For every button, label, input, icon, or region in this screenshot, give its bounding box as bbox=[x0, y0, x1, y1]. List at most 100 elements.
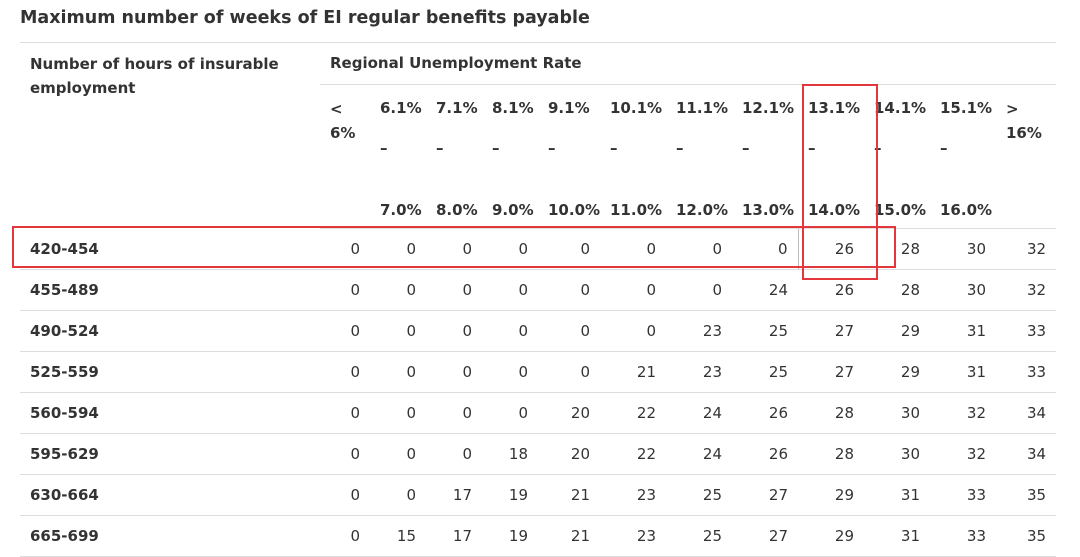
table-row: 595-629 0 0 0 18 20 22 24 26 28 30 32 34 bbox=[20, 433, 1057, 475]
weeks-cell: 0 bbox=[370, 269, 426, 311]
weeks-cell: 31 bbox=[930, 351, 996, 393]
weeks-cell: 18 bbox=[482, 433, 538, 475]
weeks-cell: 23 bbox=[600, 515, 666, 557]
weeks-cell: 32 bbox=[996, 269, 1057, 311]
weeks-cell: 26 bbox=[798, 228, 864, 270]
range-dash: – bbox=[808, 139, 816, 157]
range-high: 11.0% bbox=[610, 201, 663, 219]
column-header: 8.1% – 9.0% bbox=[482, 84, 538, 229]
weeks-cell: 23 bbox=[600, 474, 666, 516]
weeks-cell: 22 bbox=[600, 433, 666, 475]
range-dash: – bbox=[380, 139, 388, 157]
weeks-cell: 28 bbox=[798, 433, 864, 475]
range-low: 8.1% bbox=[492, 99, 534, 117]
column-header: 14.1% – 15.0% bbox=[864, 84, 930, 229]
weeks-cell: 0 bbox=[370, 351, 426, 393]
weeks-cell: 29 bbox=[864, 310, 930, 352]
weeks-cell: 25 bbox=[732, 351, 798, 393]
weeks-cell: 27 bbox=[732, 515, 798, 557]
row-header-label: Number of hours of insurable employment bbox=[20, 42, 320, 229]
column-header: <6% bbox=[320, 84, 370, 229]
weeks-cell: 28 bbox=[798, 392, 864, 434]
weeks-cell: 34 bbox=[996, 433, 1057, 475]
weeks-cell: 21 bbox=[538, 515, 600, 557]
weeks-cell: 0 bbox=[426, 269, 482, 311]
weeks-cell: 0 bbox=[538, 351, 600, 393]
hours-range-cell: 525-559 bbox=[20, 351, 320, 393]
weeks-cell: 32 bbox=[930, 433, 996, 475]
weeks-cell: 0 bbox=[370, 310, 426, 352]
weeks-cell: 33 bbox=[930, 474, 996, 516]
range-low: 15.1% bbox=[940, 99, 993, 117]
weeks-cell: 31 bbox=[864, 515, 930, 557]
range-dash: – bbox=[940, 139, 948, 157]
column-header: 11.1% – 12.0% bbox=[666, 84, 732, 229]
weeks-cell: 24 bbox=[666, 433, 732, 475]
table-body: 420-454 0 0 0 0 0 0 0 0 26 28 30 32 455-489 0 0 0 0 0 0 0 24 2… bbox=[20, 228, 1057, 557]
weeks-cell: 0 bbox=[370, 474, 426, 516]
weeks-cell: 30 bbox=[864, 433, 930, 475]
weeks-cell: 0 bbox=[370, 433, 426, 475]
benefits-table: Number of hours of insurable employment … bbox=[20, 42, 1057, 557]
range-dash: – bbox=[548, 139, 556, 157]
table-row: 525-559 0 0 0 0 0 21 23 25 27 29 31 33 bbox=[20, 351, 1057, 393]
weeks-cell: 29 bbox=[798, 515, 864, 557]
weeks-cell: 24 bbox=[732, 269, 798, 311]
weeks-cell: 27 bbox=[732, 474, 798, 516]
hours-range-cell: 595-629 bbox=[20, 433, 320, 475]
weeks-cell: 19 bbox=[482, 515, 538, 557]
weeks-cell: 35 bbox=[996, 515, 1057, 557]
weeks-cell: 0 bbox=[482, 310, 538, 352]
weeks-cell: 0 bbox=[320, 351, 370, 393]
range-dash: – bbox=[742, 139, 750, 157]
weeks-cell: 21 bbox=[600, 351, 666, 393]
table-row: 665-699 0 15 17 19 21 23 25 27 29 31 33 35 bbox=[20, 515, 1057, 557]
weeks-cell: 26 bbox=[732, 392, 798, 434]
weeks-cell: 15 bbox=[370, 515, 426, 557]
weeks-cell: 0 bbox=[370, 392, 426, 434]
weeks-cell: 32 bbox=[930, 392, 996, 434]
range-low: 13.1% bbox=[808, 99, 861, 117]
weeks-cell: 35 bbox=[996, 474, 1057, 516]
column-header: 7.1% – 8.0% bbox=[426, 84, 482, 229]
range-low: 12.1% bbox=[742, 99, 795, 117]
range-high: 7.0% bbox=[380, 201, 422, 219]
range-low: 11.1% bbox=[676, 99, 729, 117]
column-header: 12.1% – 13.0% bbox=[732, 84, 798, 229]
column-header: 10.1% – 11.0% bbox=[600, 84, 666, 229]
table-row: 455-489 0 0 0 0 0 0 0 24 26 28 30 32 bbox=[20, 269, 1057, 311]
weeks-cell: 0 bbox=[320, 433, 370, 475]
weeks-cell: 0 bbox=[320, 269, 370, 311]
weeks-cell: 34 bbox=[996, 392, 1057, 434]
weeks-cell: 28 bbox=[864, 269, 930, 311]
range-high: 6% bbox=[330, 124, 356, 142]
weeks-cell: 17 bbox=[426, 515, 482, 557]
column-header: >16% bbox=[996, 84, 1057, 229]
column-header: 13.1% – 14.0% bbox=[798, 84, 864, 229]
hours-range-cell: 455-489 bbox=[20, 269, 320, 311]
weeks-cell: 33 bbox=[930, 515, 996, 557]
weeks-cell: 20 bbox=[538, 433, 600, 475]
weeks-cell: 0 bbox=[320, 515, 370, 557]
weeks-cell: 29 bbox=[798, 474, 864, 516]
table-row: 490-524 0 0 0 0 0 0 23 25 27 29 31 33 bbox=[20, 310, 1057, 352]
weeks-cell: 31 bbox=[930, 310, 996, 352]
weeks-cell: 0 bbox=[320, 228, 370, 270]
weeks-cell: 0 bbox=[426, 392, 482, 434]
weeks-cell: 0 bbox=[600, 310, 666, 352]
range-dash: – bbox=[436, 139, 444, 157]
weeks-cell: 0 bbox=[600, 269, 666, 311]
weeks-cell: 19 bbox=[482, 474, 538, 516]
range-low: 9.1% bbox=[548, 99, 590, 117]
weeks-cell: 0 bbox=[320, 310, 370, 352]
range-high: 13.0% bbox=[742, 201, 795, 219]
range-low: 7.1% bbox=[436, 99, 478, 117]
weeks-cell: 0 bbox=[426, 228, 482, 270]
hours-range-cell: 560-594 bbox=[20, 392, 320, 434]
weeks-cell: 28 bbox=[864, 228, 930, 270]
column-header: 6.1% – 7.0% bbox=[370, 84, 426, 229]
weeks-cell: 0 bbox=[666, 228, 732, 270]
weeks-cell: 21 bbox=[538, 474, 600, 516]
weeks-cell: 0 bbox=[538, 228, 600, 270]
weeks-cell: 22 bbox=[600, 392, 666, 434]
